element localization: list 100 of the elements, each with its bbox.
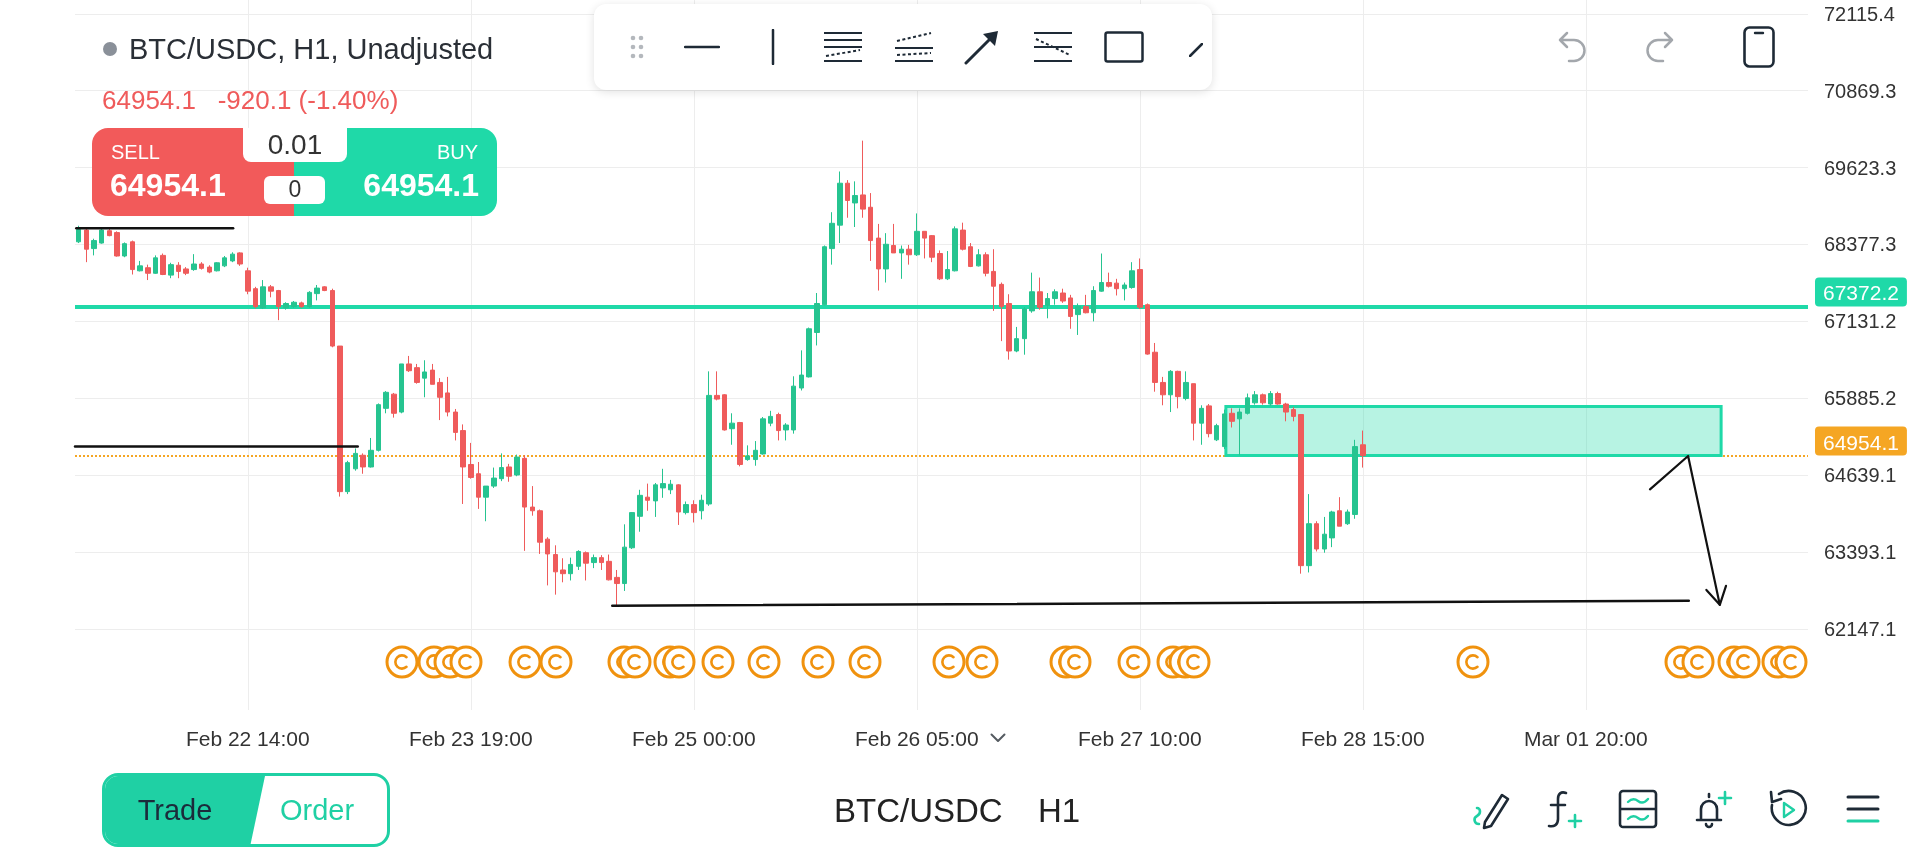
y-tick-label: 64639.1 [1824,464,1897,487]
candlestick [1337,496,1342,527]
candlestick [230,251,235,263]
annotation: 64954.1 [363,165,479,205]
candlestick [706,370,712,507]
candlestick [1322,516,1327,554]
annotation: SELL [111,140,160,164]
candlestick [1298,414,1304,575]
candlestick [691,499,697,523]
candlestick [768,410,773,427]
candlestick [583,550,589,581]
candlestick [591,554,597,569]
candlestick [622,523,627,592]
candlestick [191,253,197,272]
candlestick [383,390,389,414]
y-tick-label: 70869.3 [1824,79,1897,102]
candlestick [991,248,996,312]
candlestick [568,557,573,581]
candlestick [153,254,158,275]
annotation: 0 [288,176,302,204]
candlestick [506,463,512,483]
candlestick [84,228,89,263]
candlestick [976,248,981,267]
candlestick [283,301,289,311]
candlestick [560,557,566,583]
text: BTC/USDC [834,791,1003,831]
candlestick [276,289,281,321]
candlestick [783,422,789,441]
candlestick [183,266,189,276]
annotation: BUY [436,140,478,164]
candlestick [499,452,504,482]
candlestick [1191,383,1196,441]
candlestick [253,286,258,309]
candlestick [107,228,112,237]
candlestick [360,452,366,475]
candlestick [430,363,435,385]
candlestick [422,359,427,398]
candlestick [222,255,227,268]
candlestick [1199,404,1204,446]
candlestick [937,249,943,281]
y-tick-label: 69623.3 [1824,156,1897,179]
candlestick [1214,423,1219,442]
y-tick-label: 63393.1 [1824,540,1897,563]
candlestick [599,554,604,571]
candlestick [1329,510,1335,548]
candlestick [1175,370,1181,409]
candlestick [1245,393,1250,416]
candlestick [883,232,889,284]
y-tick-label: 67131.2 [1824,310,1897,333]
candlestick [1268,390,1273,407]
x-tick-label: Feb 22 14:00 [185,727,310,750]
candlestick [1114,278,1119,296]
candlestick [1137,257,1143,310]
candlestick [899,245,904,280]
candlestick [799,349,804,391]
y-tick-label: 72115.4 [1824,2,1895,25]
text: Order [279,792,355,828]
candlestick [530,485,535,517]
candlestick [1283,402,1289,422]
candlestick [1052,288,1058,306]
candlestick [983,251,989,277]
candlestick [1122,282,1127,301]
candlestick [260,279,266,310]
candlestick [199,261,204,271]
candlestick [1275,391,1281,406]
text: BTC/USDC, H1, Unadjusted [129,32,494,66]
candlestick [891,223,896,254]
candlestick [1168,369,1173,413]
candlestick [753,440,758,467]
candlestick [99,228,104,245]
candlestick [122,241,127,258]
candlestick [1022,306,1027,356]
candlestick [176,261,181,279]
candlestick [945,250,950,281]
candlestick [1260,393,1266,406]
candlestick [676,483,681,526]
candlestick [337,345,343,498]
candlestick [576,549,581,571]
candlestick [660,468,666,499]
candlestick [468,442,474,480]
candlestick [606,554,612,581]
candlestick [1183,370,1189,401]
candlestick [960,222,966,251]
y-tick-label: 62147.1 [1824,617,1897,640]
candlestick [483,485,489,522]
candlestick [1291,406,1296,422]
candlestick [1314,520,1319,552]
candlestick [745,444,750,462]
candlestick [537,509,543,555]
candlestick [876,223,881,292]
candlestick [860,140,866,219]
candlestick [137,260,143,272]
candlestick [353,447,358,472]
candlestick [376,402,381,453]
candlestick [414,363,420,385]
text: H1 [1038,791,1081,831]
y-tick-label: 65885.2 [1824,387,1897,410]
candlestick [806,327,812,379]
candlestick [629,511,635,550]
candlestick [1014,326,1019,353]
